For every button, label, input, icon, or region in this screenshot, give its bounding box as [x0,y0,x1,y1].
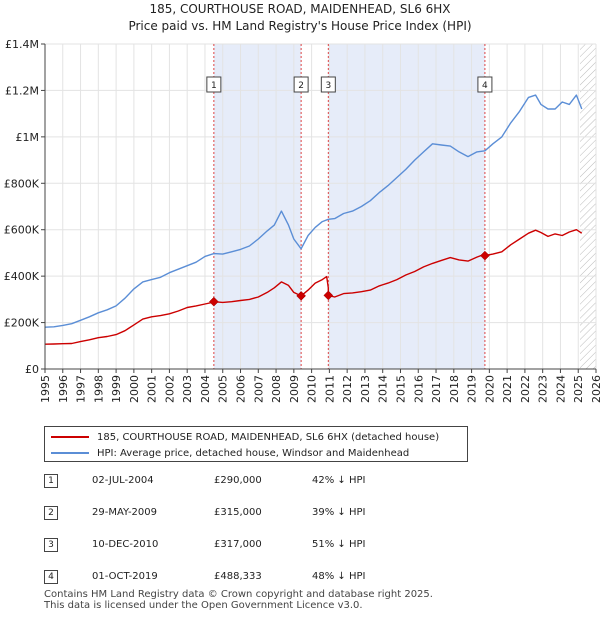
sale-price: £315,000 [214,507,262,518]
x-tick-label: 2001 [146,375,159,403]
sale-period-shade [328,44,485,369]
chart-subtitle: Price paid vs. HM Land Registry's House … [128,19,472,33]
legend-item-hpi: HPI: Average price, detached house, Wind… [51,446,409,460]
y-tick-label: £1.2M [5,84,39,97]
sale-marker-box [293,76,309,93]
x-tick-label: 2011 [323,375,336,403]
legend-label-property: 185, COURTHOUSE ROAD, MAIDENHEAD, SL6 6H… [97,431,440,443]
sale-marker-label: 3 [325,81,331,91]
x-tick-label: 2002 [163,375,176,403]
sale-price: £290,000 [214,475,262,486]
y-tick-label: £0 [25,363,39,376]
x-tick-label: 2017 [430,375,443,403]
table-row: 1 02-JUL-2004 £290,000 42% ↓ HPI [0,472,600,492]
sale-number: 1 [44,474,58,488]
x-tick-label: 2026 [590,375,600,403]
sale-marker-label: 4 [482,81,488,91]
sale-price: £488,333 [214,571,262,582]
x-tick-label: 2003 [181,375,194,403]
y-tick-label: £200K [4,317,40,330]
legend-swatch-hpi [51,452,89,454]
sale-point [209,296,219,307]
sale-point [296,291,306,301]
x-tick-label: 2024 [554,375,567,403]
x-tick-label: 2019 [466,375,479,403]
x-tick-label: 2013 [359,375,372,403]
x-tick-label: 2005 [217,375,230,403]
sale-price: £317,000 [214,539,262,550]
y-tick-label: £600K [4,224,40,237]
table-row: 2 29-MAY-2009 £315,000 39% ↓ HPI [0,504,600,524]
sale-number: 2 [44,506,58,520]
series-line-property [44,228,583,345]
sale-marker-box [206,76,222,93]
sale-number: 3 [44,538,58,552]
x-tick-label: 2016 [412,375,425,403]
future-hatch [580,44,596,369]
x-tick-label: 2018 [448,375,461,403]
x-tick-label: 2022 [519,375,532,403]
x-tick-label: 2012 [341,375,354,403]
sale-hpi-diff: 48% ↓ HPI [312,571,366,582]
x-tick-label: 2008 [270,375,283,403]
x-tick-label: 1999 [110,375,123,403]
y-tick-label: £1.4M [5,38,39,51]
x-tick-label: 2021 [501,375,514,403]
x-tick-label: 2009 [288,375,301,403]
table-row: 4 01-OCT-2019 £488,333 48% ↓ HPI [0,568,600,588]
sale-marker-label: 1 [211,81,217,91]
x-tick-label: 1996 [57,375,70,403]
x-tick-label: 2025 [572,375,585,403]
sale-date: 29-MAY-2009 [92,507,158,518]
series-line-hpi [44,94,583,328]
sale-marker-box [477,76,493,93]
legend-label-hpi: HPI: Average price, detached house, Wind… [97,447,410,459]
x-tick-label: 2010 [306,375,319,403]
x-tick-label: 1998 [92,375,105,403]
y-tick-label: £800K [4,177,40,190]
sale-date: 02-JUL-2004 [92,475,154,486]
sale-period-shade [213,44,302,369]
sale-date: 10-DEC-2010 [92,539,159,550]
footer-copyright: Contains HM Land Registry data © Crown c… [44,589,433,600]
sale-date: 01-OCT-2019 [92,571,158,582]
sale-marker-label: 2 [298,81,304,91]
table-row: 3 10-DEC-2010 £317,000 51% ↓ HPI [0,536,600,556]
x-tick-label: 1995 [39,375,52,403]
sale-number: 4 [44,570,58,584]
legend-item-property: 185, COURTHOUSE ROAD, MAIDENHEAD, SL6 6H… [51,430,439,444]
chart-legend: 185, COURTHOUSE ROAD, MAIDENHEAD, SL6 6H… [44,426,468,462]
x-tick-label: 2004 [199,375,212,403]
price-chart: 1 2 3 4 £0 £200K £400K £600K £800K £1M £1.2M £1.4M 1… [4,38,600,403]
sale-marker-box [320,76,336,93]
sale-hpi-diff: 42% ↓ HPI [312,475,366,486]
plot-area [45,44,596,369]
sale-hpi-diff: 39% ↓ HPI [312,507,366,518]
footer: Contains HM Land Registry data © Crown c… [44,589,433,611]
chart-title: 185, COURTHOUSE ROAD, MAIDENHEAD, SL6 6H… [149,2,451,16]
x-tick-label: 2007 [252,375,265,403]
x-tick-label: 1997 [75,375,88,403]
x-tick-label: 2014 [377,375,390,403]
legend-swatch-property [51,436,89,438]
y-tick-label: £400K [4,270,40,283]
footer-licence: This data is licensed under the Open Gov… [44,600,363,611]
x-tick-label: 2023 [537,375,550,403]
sale-point [323,290,334,301]
x-tick-label: 2006 [235,375,248,403]
x-tick-label: 2000 [128,375,141,403]
sale-hpi-diff: 51% ↓ HPI [312,539,366,550]
x-tick-label: 2015 [394,375,407,403]
x-tick-label: 2020 [483,375,496,403]
sale-point [480,250,490,261]
y-tick-label: £1M [16,131,40,144]
